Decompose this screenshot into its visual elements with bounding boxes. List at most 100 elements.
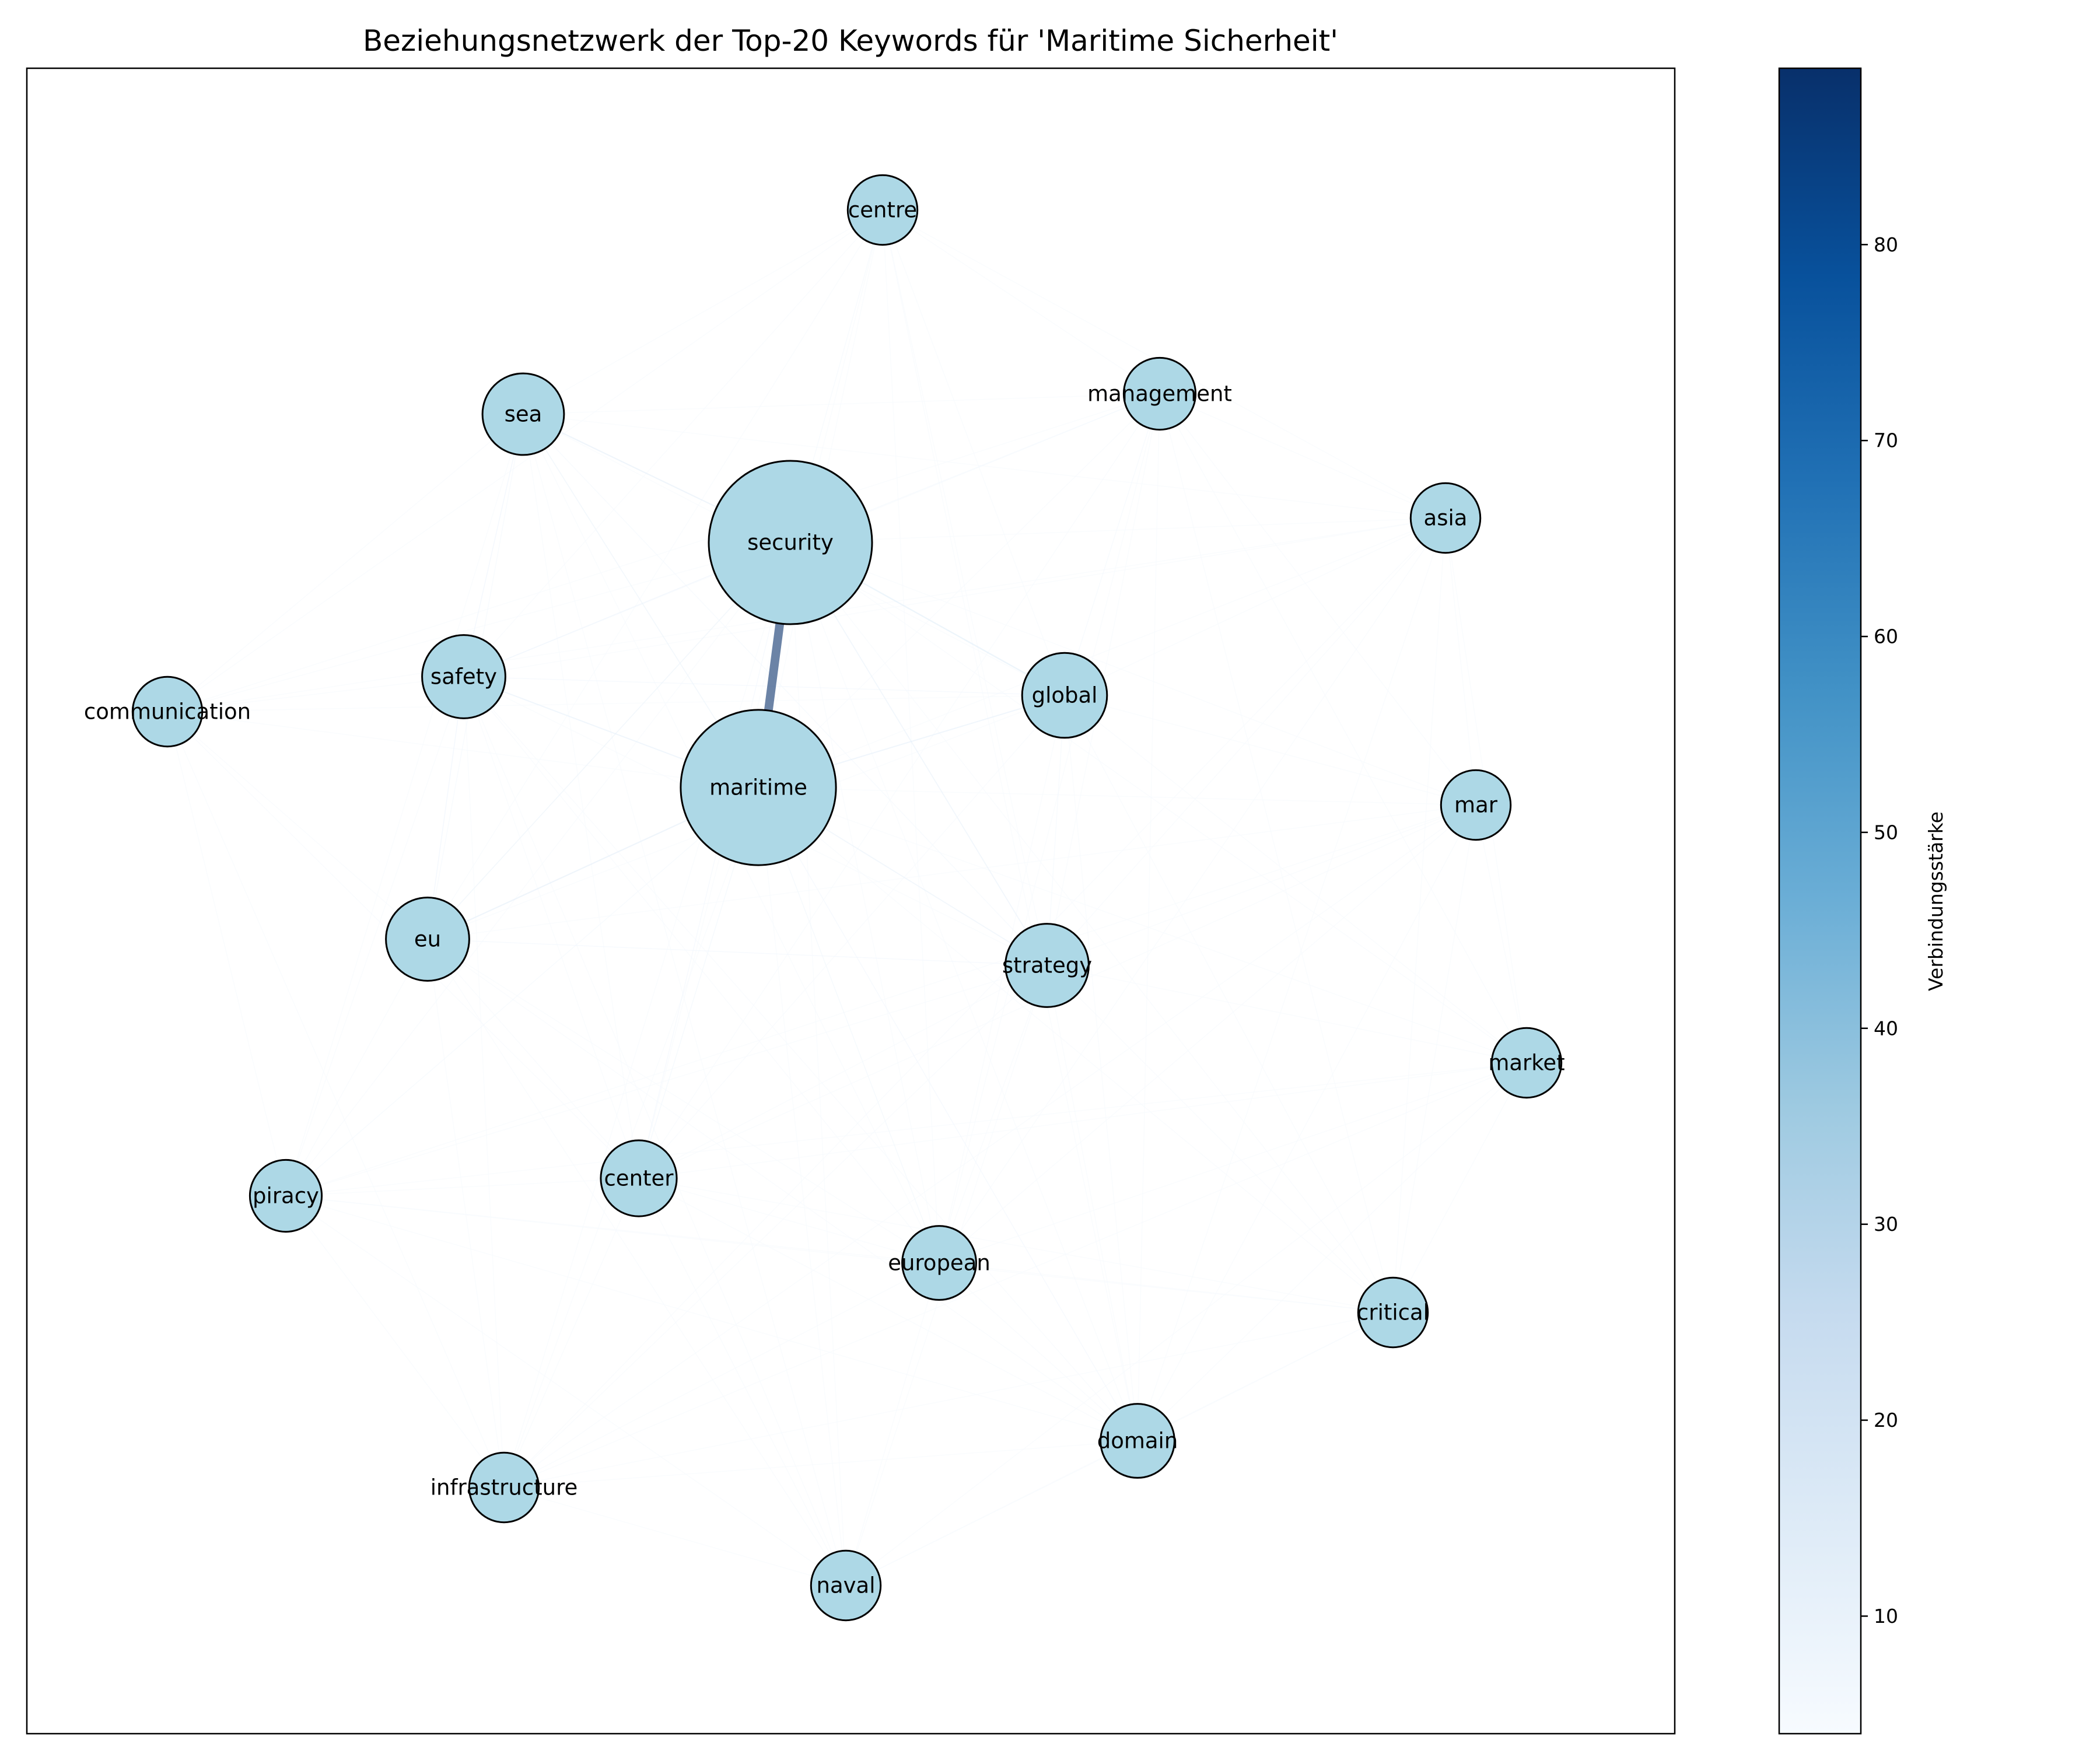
edge-center-naval [638,1178,846,1586]
edge-mar-infrastructure [503,804,1476,1488]
edge-maritime-european [758,787,940,1264]
edge-sea-centre [523,209,883,415]
edge-global-market [1064,695,1527,1063]
colorbar-tick-label: 40 [1874,1017,1898,1040]
edge-security-european [790,542,940,1264]
node-label-piracy: piracy [253,1184,319,1209]
edge-maritime-domain [758,787,1138,1441]
edge-eu-mar [427,804,1476,940]
edge-strategy-european [939,965,1048,1264]
edge-layer [167,209,1527,1586]
edge-management-centre [882,209,1160,394]
edge-security-infrastructure [503,542,791,1488]
edge-maritime-critical [758,787,1394,1313]
node-infrastructure [468,1451,540,1524]
edge-center-infrastructure [503,1178,639,1488]
edge-strategy-piracy [285,965,1048,1196]
plot-frame [26,67,1676,1735]
edge-global-strategy [1046,695,1065,966]
colorbar-tick-label: 60 [1874,625,1898,648]
edge-safety-asia [463,517,1446,677]
label-layer: security maritime global strategy eu safety se… [84,198,1565,1598]
edge-centre-communication [167,209,883,712]
node-label-asia: asia [1424,506,1468,531]
edge-maritime-asia [758,517,1446,788]
node-layer [131,174,1563,1622]
node-label-maritime: maritime [709,775,807,800]
edge-management-communication [167,393,1160,712]
colorbar-tick-label: 20 [1874,1409,1898,1432]
edge-sea-management [523,393,1160,415]
node-label-market: market [1488,1051,1564,1076]
edge-market-infrastructure [503,1062,1527,1488]
edge-security-domain [790,542,1138,1441]
edge-safety-european [463,676,940,1264]
edge-centre-safety [463,209,883,677]
edge-security-center [638,542,791,1179]
node-european [901,1225,977,1301]
edge-eu-domain [427,939,1138,1441]
node-piracy [249,1158,323,1233]
node-asia [1409,482,1482,554]
edge-european-management [939,393,1160,1264]
node-label-safety: safety [430,664,497,690]
edge-center-market [638,1062,1527,1179]
edge-security-eu [427,542,791,940]
node-label-european: european [888,1251,991,1276]
edge-piracy-critical [285,1195,1394,1313]
edge-security-piracy [285,542,791,1196]
node-label-eu: eu [414,927,441,952]
node-label-infrastructure: infrastructure [430,1475,578,1500]
edge-piracy-infrastructure [285,1195,505,1488]
edge-naval-safety [463,676,846,1586]
edge-safety-communication [167,676,464,712]
node-management [1122,356,1197,431]
edge-maritime-mar [758,787,1476,806]
edge-market-piracy [285,1062,1527,1196]
edge-sea-piracy [285,414,524,1196]
edge-strategy-critical [1046,965,1394,1313]
edge-safety-global [463,676,1065,696]
edge-safety-piracy [285,676,464,1196]
edge-sea-asia [523,414,1446,519]
node-centre [846,174,919,246]
node-eu [385,897,470,982]
node-label-centre: centre [848,198,917,223]
colorbar-gradient [1778,67,1862,1735]
edge-critical-asia [1392,517,1446,1313]
edge-centre-domain [882,209,1138,1441]
edge-sea-center [523,414,639,1179]
edge-security-critical [790,542,1394,1313]
edge-domain-management [1137,393,1160,1441]
edge-eu-piracy [285,939,428,1196]
colorbar-label: Verbindungsstärke [1924,811,1947,991]
edge-strategy-asia [1046,517,1446,966]
edge-maritime-infrastructure [503,787,759,1488]
edge-asia-infrastructure [503,517,1446,1488]
edge-safety-domain [463,676,1138,1441]
colorbar-tick-label: 30 [1874,1213,1898,1236]
edge-safety-eu [427,676,464,940]
edge-domain-asia [1137,517,1446,1441]
node-label-domain: domain [1097,1429,1178,1454]
edge-piracy-communication [167,711,286,1196]
edge-maritime-management [758,393,1160,788]
node-communication [131,676,204,748]
edge-strategy-market [1046,965,1527,1063]
node-label-critical: critical [1357,1300,1429,1325]
edge-global-mar [1064,695,1476,806]
edge-critical-market [1392,1062,1527,1313]
edge-maritime-piracy [285,787,759,1196]
edge-maritime-naval [758,787,846,1586]
edge-domain-market [1137,1062,1527,1441]
node-critical [1357,1276,1429,1349]
colorbar-tick-label: 80 [1874,233,1898,256]
edge-management-center [638,393,1160,1179]
edge-european-domain [939,1262,1138,1441]
edge-domain-infrastructure [503,1440,1138,1488]
edge-strategy-infrastructure [503,965,1048,1488]
edge-sea-strategy [523,414,1048,966]
edge-piracy-naval [285,1195,846,1586]
node-label-strategy: strategy [1002,953,1092,978]
